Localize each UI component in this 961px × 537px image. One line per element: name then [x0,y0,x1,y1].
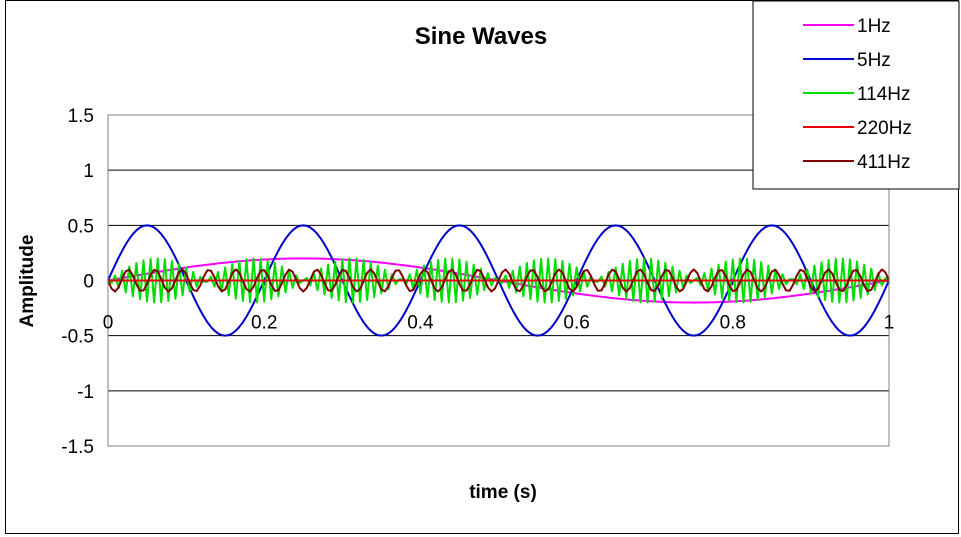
legend-items: 1Hz 5Hz 114Hz 220Hz 411Hz [803,16,912,173]
legend-label: 1Hz [857,16,891,37]
y-tick-label: 1.5 [68,106,94,127]
x-tick-label: 0.2 [251,313,277,334]
legend-label: 411Hz [857,152,911,173]
series-line-411hz [107,268,890,293]
x-tick-label: 0.4 [407,313,434,334]
y-tick-labels: 1.5 1 0.5 0 -0.5 -1 -1.5 [61,106,94,458]
chart-svg: 1.5 1 0.5 0 -0.5 -1 -1.5 0 0.2 0.4 0.6 0.8 1 Sine W… [17,1,960,503]
legend-box [752,1,960,190]
legend-label: 5Hz [857,50,891,71]
x-tick-label: 0.6 [563,313,589,334]
x-tick-label: 0 [103,313,114,334]
y-axis-title: Amplitude [17,235,38,328]
chart-title: Sine Waves [415,23,548,50]
y-tick-label: -1.5 [61,437,94,458]
x-tick-label: 0.8 [720,313,746,334]
y-tick-label: -1 [77,382,94,403]
chart-area: 1.5 1 0.5 0 -0.5 -1 -1.5 0 0.2 0.4 0.6 0.8 1 Sine W… [5,0,960,534]
plot-frame [107,114,890,447]
legend-label: 114Hz [857,84,911,105]
x-tick-labels: 0 0.2 0.4 0.6 0.8 1 [103,313,895,334]
series-layer [107,224,890,337]
y-tick-label: 1 [83,161,94,182]
y-tick-label: -0.5 [61,327,94,348]
y-tick-label: 0 [83,272,94,293]
x-tick-label: 1 [884,313,895,334]
x-axis-title: time (s) [469,482,537,503]
legend-label: 220Hz [857,118,912,139]
y-tick-label: 0.5 [68,216,94,237]
legend: 1Hz 5Hz 114Hz 220Hz 411Hz [752,1,960,190]
